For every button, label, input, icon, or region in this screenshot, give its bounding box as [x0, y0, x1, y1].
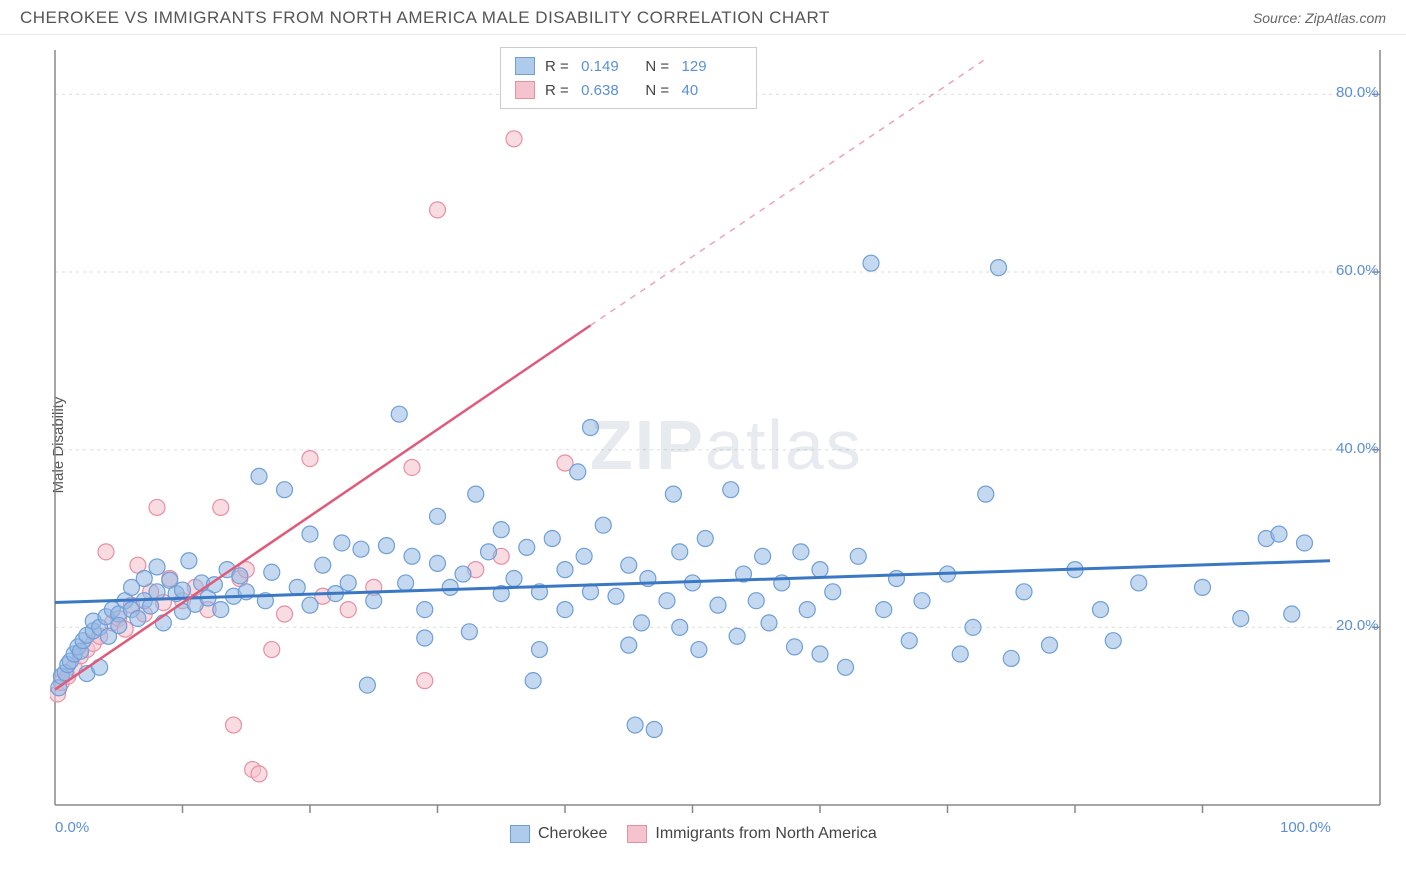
legend-swatch-pink: [515, 81, 535, 99]
legend-text-pink: R = 0.638 N = 40: [545, 82, 742, 99]
chart-title: CHEROKEE VS IMMIGRANTS FROM NORTH AMERIC…: [20, 8, 830, 28]
correlation-legend: R = 0.149 N = 129 R = 0.638 N = 40: [500, 47, 757, 109]
series-legend-item-1: Immigrants from North America: [627, 825, 876, 843]
y-tick-label: 40.0%: [1336, 440, 1379, 457]
series-label-0: Cherokee: [538, 825, 607, 843]
legend-swatch-blue: [515, 57, 535, 75]
series-legend: Cherokee Immigrants from North America: [510, 825, 877, 843]
scatter-plot-svg: [50, 45, 1390, 835]
x-tick-label: 0.0%: [55, 819, 89, 836]
series-legend-item-0: Cherokee: [510, 825, 607, 843]
plot-area: Male Disability ZIPatlas R = 0.149 N = 1…: [0, 35, 1406, 855]
legend-row-blue: R = 0.149 N = 129: [515, 54, 742, 78]
x-tick-label: 100.0%: [1280, 819, 1331, 836]
legend-row-pink: R = 0.638 N = 40: [515, 78, 742, 102]
y-tick-label: 80.0%: [1336, 84, 1379, 101]
series-swatch-0: [510, 825, 530, 843]
source-label: Source:: [1253, 10, 1305, 26]
y-tick-label: 60.0%: [1336, 262, 1379, 279]
y-tick-label: 20.0%: [1336, 617, 1379, 634]
legend-text-blue: R = 0.149 N = 129: [545, 58, 742, 75]
series-swatch-1: [627, 825, 647, 843]
source-attribution: Source: ZipAtlas.com: [1253, 10, 1386, 26]
chart-header: CHEROKEE VS IMMIGRANTS FROM NORTH AMERIC…: [0, 0, 1406, 35]
source-name: ZipAtlas.com: [1305, 10, 1386, 26]
series-label-1: Immigrants from North America: [655, 825, 876, 843]
